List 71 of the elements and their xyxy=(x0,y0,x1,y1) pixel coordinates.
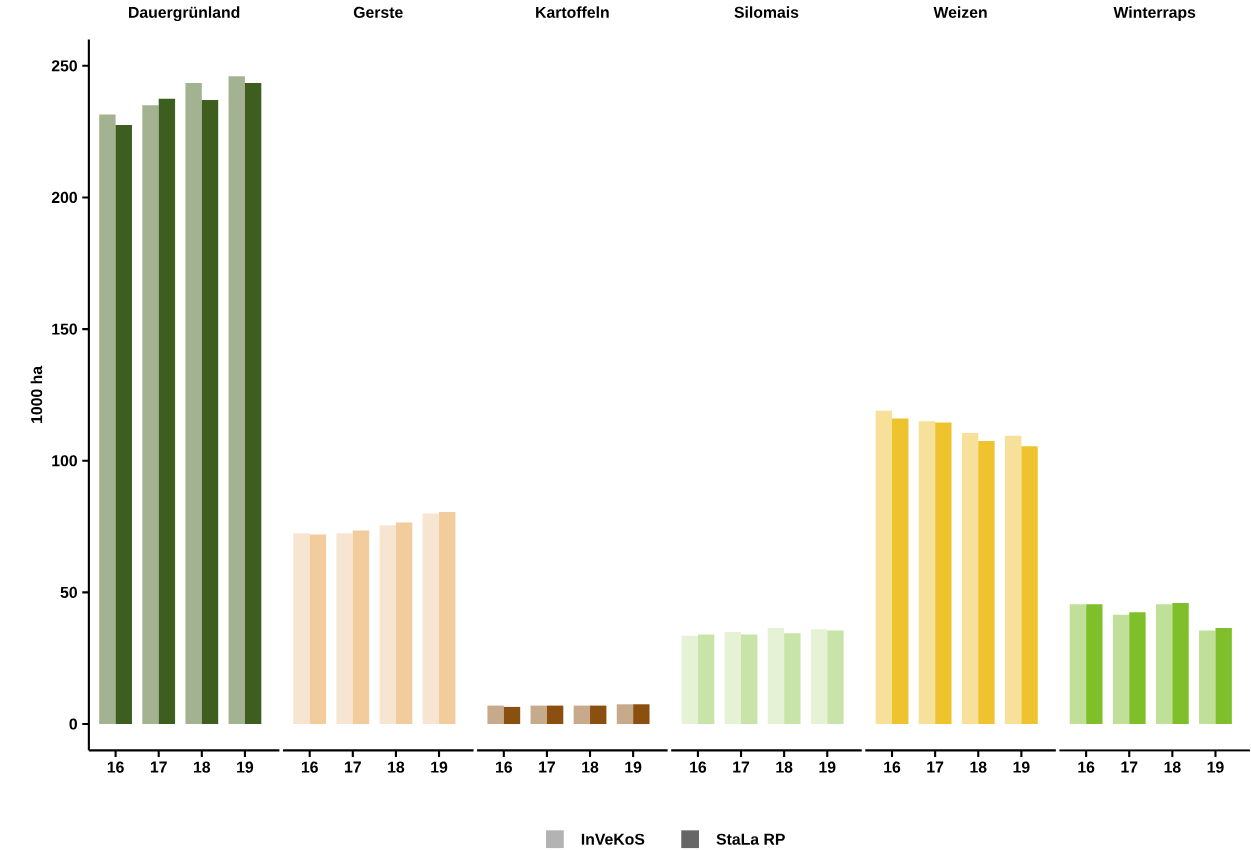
y-tick-label: 200 xyxy=(51,191,77,204)
y-tick-label: 0 xyxy=(69,718,77,730)
x-tick-label: 18 xyxy=(1164,761,1181,773)
x-tick-label: 18 xyxy=(194,761,211,773)
x-tick-label: 18 xyxy=(388,761,405,773)
chart-title: Gerste xyxy=(353,6,403,18)
x-tick-label: 19 xyxy=(1013,761,1030,773)
y-tick-label: 50 xyxy=(60,586,77,598)
bar xyxy=(810,629,828,724)
x-tick-label: 19 xyxy=(237,761,254,773)
bar xyxy=(293,533,310,724)
bar xyxy=(1155,604,1173,724)
x-tick-label: 18 xyxy=(970,761,987,773)
x-tick-label: 18 xyxy=(776,761,793,773)
x-tick-label: 17 xyxy=(733,761,750,773)
x-tick-label: 18 xyxy=(582,761,599,773)
category-label: InVeKoS xyxy=(581,833,645,845)
bar xyxy=(961,433,979,724)
bar xyxy=(309,534,327,724)
x-tick-label: 19 xyxy=(431,761,448,773)
chart-title: Dauergrünland xyxy=(129,6,240,22)
bar xyxy=(978,440,995,724)
x-tick-label: 16 xyxy=(690,761,707,773)
x-tick-label: 17 xyxy=(345,761,361,773)
bar xyxy=(1021,446,1038,724)
bar xyxy=(681,635,698,724)
x-tick-label: 16 xyxy=(107,761,124,773)
chart-title: Winterraps xyxy=(1113,6,1196,22)
bar xyxy=(379,525,396,724)
y-tick-label: 250 xyxy=(51,60,77,72)
bar xyxy=(1215,627,1232,724)
x-tick-label: 17 xyxy=(1121,761,1138,773)
bar xyxy=(352,530,370,724)
bar xyxy=(1004,435,1022,724)
bar xyxy=(1112,614,1130,724)
bar xyxy=(422,513,440,724)
bar xyxy=(1129,612,1146,724)
bar xyxy=(1172,602,1189,724)
chart-title: Weizen xyxy=(933,6,987,18)
bar xyxy=(827,630,844,724)
x-tick-label: 16 xyxy=(301,761,318,773)
bar xyxy=(918,421,936,724)
bar xyxy=(875,410,893,724)
bar xyxy=(935,422,952,724)
x-tick-label: 19 xyxy=(819,761,836,773)
x-tick-label: 16 xyxy=(884,761,901,773)
x-tick-label: 17 xyxy=(539,761,556,773)
chart-title: Silomais xyxy=(734,6,799,18)
x-tick-label: 16 xyxy=(1078,761,1095,773)
category-label: StaLa RP xyxy=(716,833,785,845)
bar xyxy=(697,634,715,724)
y-axis-title: 1000 ha xyxy=(30,365,43,423)
bar xyxy=(1069,604,1087,724)
bar xyxy=(892,418,909,724)
chart-title: Kartoffeln xyxy=(536,6,609,18)
bar xyxy=(395,522,413,724)
bar xyxy=(439,512,456,724)
x-tick-label: 17 xyxy=(927,761,944,773)
y-tick-label: 150 xyxy=(52,323,77,335)
bar xyxy=(724,631,742,724)
bar xyxy=(336,533,353,724)
x-tick-label: 17 xyxy=(150,761,167,773)
bar xyxy=(767,627,785,724)
x-tick-label: 16 xyxy=(496,761,513,773)
bar xyxy=(784,633,801,724)
x-tick-label: 19 xyxy=(625,761,642,773)
bar xyxy=(1086,604,1103,724)
bar xyxy=(741,634,758,724)
x-tick-label: 19 xyxy=(1207,761,1224,773)
y-tick-label: 100 xyxy=(52,455,77,467)
bar xyxy=(1199,630,1216,724)
